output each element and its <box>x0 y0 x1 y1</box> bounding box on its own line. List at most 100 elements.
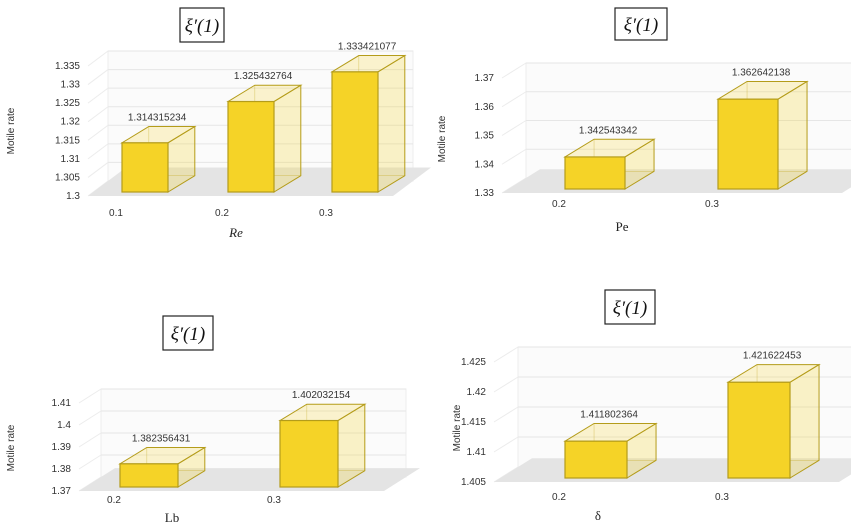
gridline-side <box>493 406 519 423</box>
gridline-side <box>78 388 102 404</box>
gridline-side <box>493 376 519 393</box>
chart-panel-3: 1.37 1.38 1.39 1.4 1.41 Motile rate Lb 1.382356… <box>6 315 420 525</box>
y-tick-label: 1.33 <box>475 188 495 199</box>
gridline-side <box>78 410 102 426</box>
gridline-side <box>87 162 109 178</box>
data-label: 1.362642138 <box>732 67 791 78</box>
bar-front <box>121 142 169 193</box>
y-tick-label: 1.37 <box>475 73 495 84</box>
bar <box>716 80 809 190</box>
data-label: 1.411802364 <box>580 410 638 421</box>
y-tick-label: 1.34 <box>475 159 495 170</box>
gridline-side <box>501 91 527 108</box>
y-tick-label: 1.3 <box>66 191 80 202</box>
y-tick-label: 1.31 <box>61 154 81 165</box>
title-box <box>614 7 668 41</box>
title-box <box>162 315 214 351</box>
y-axis-label: Motile rate <box>6 107 17 154</box>
bar-front <box>717 98 779 190</box>
bar <box>330 54 407 193</box>
bar-front <box>331 71 379 193</box>
y-tick-label: 1.37 <box>52 486 72 497</box>
data-label: 1.325432764 <box>234 71 293 82</box>
chart-panel-1: 1.3 1.305 1.31 1.315 1.32 1.325 1.33 1.335 Motil… <box>6 7 431 240</box>
gridline-side <box>501 62 527 79</box>
gridline-side <box>87 124 109 141</box>
bar-front <box>279 419 339 488</box>
data-label: 1.342543342 <box>579 125 638 136</box>
title-box <box>604 289 656 325</box>
chart-title: ξ′(1) <box>613 298 647 319</box>
x-tick-label: 0.2 <box>552 199 566 210</box>
chart-title: ξ′(1) <box>171 324 205 345</box>
bar-side <box>273 84 302 193</box>
y-tick-label: 1.32 <box>61 117 81 128</box>
bar <box>120 125 197 193</box>
bar <box>726 363 821 479</box>
y-tick-label: 1.41 <box>467 447 487 458</box>
gridline-side <box>78 454 102 470</box>
x-axis-label: Pe <box>616 219 629 234</box>
bar-front <box>564 156 626 190</box>
bar <box>563 422 658 479</box>
x-tick-label: 0.3 <box>267 495 281 506</box>
x-tick-label: 0.2 <box>215 208 229 219</box>
gridline-side <box>87 106 109 123</box>
title-box <box>179 7 225 43</box>
gridline-side <box>501 120 527 136</box>
chart-title: ξ′(1) <box>185 16 219 37</box>
gridline-side <box>87 50 109 67</box>
bar <box>118 446 207 488</box>
y-tick-label: 1.39 <box>52 442 72 453</box>
y-tick-label: 1.305 <box>55 172 80 183</box>
gridline-side <box>493 436 519 453</box>
y-tick-label: 1.36 <box>475 102 495 113</box>
chart-title: ξ′(1) <box>624 15 658 36</box>
y-tick-label: 1.33 <box>61 80 81 91</box>
y-tick-label: 1.41 <box>52 398 72 409</box>
x-axis-label: δ <box>595 508 601 523</box>
gridline-side <box>87 69 109 85</box>
bar <box>563 138 656 190</box>
y-axis-label: Motile rate <box>437 115 448 162</box>
y-tick-label: 1.405 <box>461 477 486 488</box>
gridline-side <box>501 148 527 165</box>
x-tick-label: 0.2 <box>552 492 566 503</box>
y-axis-label: Motile rate <box>6 424 17 471</box>
bar-front <box>564 440 628 479</box>
y-tick-label: 1.315 <box>55 135 80 146</box>
bar <box>278 403 367 488</box>
x-tick-label: 0.3 <box>319 208 333 219</box>
bar-front <box>727 381 791 479</box>
bar-side <box>377 54 406 193</box>
y-tick-label: 1.38 <box>52 464 72 475</box>
gridline-side <box>87 143 109 160</box>
data-label: 1.402032154 <box>292 390 351 401</box>
x-tick-label: 0.1 <box>109 208 123 219</box>
data-label: 1.333421077 <box>338 42 397 53</box>
bar-side <box>777 80 808 190</box>
data-label: 1.421622453 <box>743 351 802 362</box>
bar-side <box>789 363 820 479</box>
gridline-side <box>87 87 109 104</box>
y-tick-label: 1.4 <box>57 420 71 431</box>
data-label: 1.314315234 <box>128 113 187 124</box>
x-tick-label: 0.2 <box>107 495 121 506</box>
bar-front <box>119 463 179 488</box>
y-axis-label: Motile rate <box>452 404 463 451</box>
gridline-side <box>78 432 102 448</box>
y-tick-label: 1.335 <box>55 61 80 72</box>
data-label: 1.382356431 <box>132 433 191 444</box>
chart-panel-4: 1.405 1.41 1.415 1.42 1.425 Motile rate δ 1.411… <box>452 289 851 523</box>
bar-front <box>227 100 275 193</box>
x-axis-label: Re <box>228 225 243 240</box>
y-tick-label: 1.415 <box>461 417 486 428</box>
y-tick-label: 1.325 <box>55 98 80 109</box>
x-axis-label: Lb <box>165 510 179 525</box>
x-tick-label: 0.3 <box>715 492 729 503</box>
gridline-side <box>493 346 519 363</box>
y-tick-label: 1.35 <box>475 131 495 142</box>
chart-panel-2: 1.33 1.34 1.35 1.36 1.37 Motile rate Pe 1.34254… <box>437 7 851 234</box>
y-tick-label: 1.425 <box>461 357 486 368</box>
